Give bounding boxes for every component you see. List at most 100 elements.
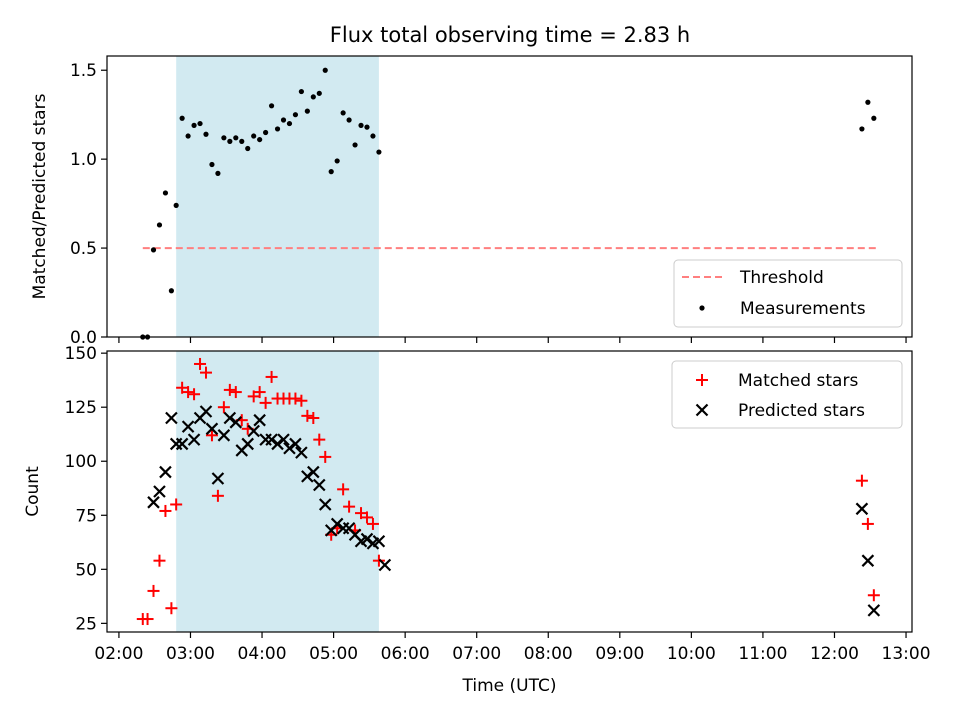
predicted-star-marker [217,429,231,442]
legend-matched-label: Matched stars [738,371,858,391]
matched-star-marker [319,450,332,463]
predicted-star-marker [360,532,374,546]
predicted-star-marker [330,517,344,531]
matched-star-marker [265,370,278,383]
matched-star-marker [343,500,356,513]
count-legend-box [671,360,903,429]
time-x-axis: 02:00 03:00 04:00 05:00 06:00 07:00 08:00 09:00… [94,632,931,664]
measurement-point [162,190,169,196]
time-x-tick-label: 06:00 [381,644,430,664]
predicted-star-marker [867,604,881,617]
measurement-point [334,158,340,164]
measurement-points [140,67,877,340]
predicted-star-marker [289,437,302,451]
measurement-point [304,108,310,114]
measurement-point [292,112,299,118]
count-y-tick-label: 75 [75,506,97,526]
measurement-point [865,99,871,105]
measurement-point [263,129,269,136]
time-x-tick-label: 05:00 [309,644,358,664]
predicted-star-marker [318,498,332,511]
matched-star-marker [141,613,154,626]
predicted-star-marker [165,411,178,425]
measurement-point [328,169,334,175]
ratio-y-axis: 0.0 0.5 1.0 1.5 [70,61,107,348]
matched-star-marker [199,366,212,379]
predicted-star-marker [307,465,320,479]
legend-measurements-label: Measurements [740,299,866,319]
measurement-point [239,138,245,144]
ratio-x-ticks [118,337,907,343]
matched-star-marker [153,554,166,567]
predicted-star-marker [271,437,284,451]
time-x-tick-label: 10:00 [667,644,716,664]
time-x-tick-label: 09:00 [595,644,644,664]
ratio-panel: 0.0 0.5 1.0 1.5 Matched/Predicted stars Thr… [30,55,913,348]
matched-star-marker [259,396,272,409]
measurement-point [274,126,281,132]
time-x-tick-label: 11:00 [738,644,787,664]
matched-star-marker [170,498,183,511]
measurement-point [859,126,865,132]
time-x-tick-label: 03:00 [166,644,215,664]
predicted-star-marker [147,496,160,509]
measurement-point [156,222,163,228]
matched-star-marker [337,483,350,496]
measurement-point [370,133,376,139]
count-y-axis: 25 50 75 100 125 150 [65,344,107,634]
ratio-panel-frame [106,55,913,338]
matched-star-marker [159,504,172,517]
ratio-y-tick-label: 1.0 [70,150,97,170]
measurement-point [286,120,293,127]
matched-star-marker [313,433,326,446]
time-x-axis-label: Time (UTC) [462,676,557,696]
legend-measurements-swatch [699,305,705,311]
ratio-y-tick-label: 1.5 [70,61,97,81]
predicted-star-marker [241,437,255,451]
measurement-point [251,133,257,139]
legend-matched-swatch [696,374,708,386]
count-y-tick-label: 50 [75,560,97,580]
predicted-star-marker [378,558,392,572]
time-x-tick-label: 04:00 [238,644,287,664]
measurement-point [268,103,275,109]
figure-title: Flux total observing time = 2.83 h [330,23,690,47]
matched-star-marker [861,517,874,530]
predicted-star-marker [313,478,326,492]
measurement-point [322,67,328,73]
matched-star-marker [229,386,242,399]
ratio-legend: Threshold Measurements [673,259,903,328]
matched-star-marker [366,517,379,530]
time-x-tick-label: 07:00 [452,644,501,664]
measurement-point [340,110,346,116]
predicted-star-marker [855,502,869,516]
count-panel-frame [106,350,913,633]
matched-stars-points [136,357,880,626]
measurement-point [346,117,352,123]
predicted-star-marker [205,422,219,436]
predicted-star-marker [187,433,201,446]
measurement-point [179,115,185,121]
matched-star-marker [253,386,266,399]
matched-star-marker [372,554,385,567]
measurement-point [364,124,370,130]
ratio-y-tick-label: 0.0 [70,328,97,348]
measurement-point [310,94,316,100]
predicted-star-marker [199,405,213,418]
time-x-tick-label: 12:00 [810,644,859,664]
matched-star-marker [867,589,880,602]
measurement-point [173,202,179,208]
matched-star-marker [295,394,308,407]
predicted-star-marker [372,534,386,548]
measurement-point [257,136,263,143]
predicted-star-marker [301,470,314,483]
count-y-tick-label: 25 [75,614,97,634]
measurement-point [871,115,877,121]
measurement-point [376,149,382,155]
ratio-y-tick-label: 0.5 [70,239,97,259]
predicted-star-marker [283,441,296,455]
matched-star-marker [188,388,201,401]
legend-x-marker [695,403,709,417]
legend-plus-marker [696,374,708,386]
count-y-tick-label: 125 [65,398,97,418]
